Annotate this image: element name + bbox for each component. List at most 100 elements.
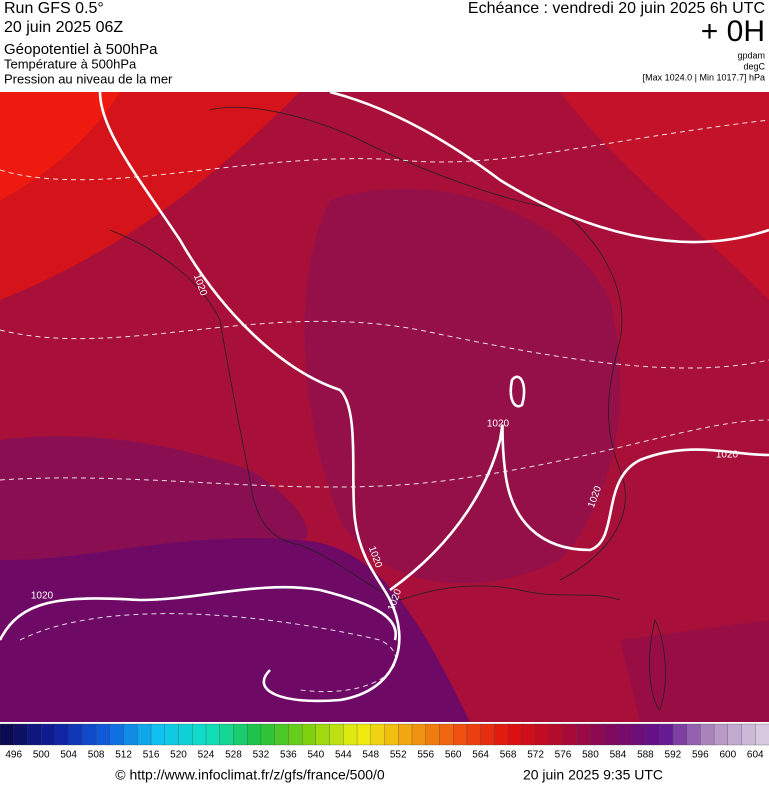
colorbar-label: 580 [582,750,599,761]
colorbar-label: 508 [88,750,105,761]
colorbar-swatch [453,723,468,746]
colorbar-swatch [13,723,29,746]
colorbar-label: 500 [33,750,50,761]
run-label: Run GFS 0.5° [4,0,104,17]
colorbar-swatch [466,723,482,746]
colorbar-label: 564 [472,750,489,761]
colorbar-label: 568 [500,750,517,761]
coastline [109,107,666,711]
colorbar-swatch [590,723,605,746]
colorbar-swatch [686,723,701,746]
colorbar-label: 576 [555,750,572,761]
colorbar-label: 516 [143,750,160,761]
colorbar-label: 536 [280,750,297,761]
colorbar-swatch [219,723,235,746]
contour-label: 1020 [487,419,510,430]
colorbar-swatch [631,723,647,746]
colorbar-swatch [95,723,111,746]
colorbar-swatch [192,723,207,746]
colorbar-swatch [549,723,564,746]
subtitle: Pression au niveau de la mer [4,71,173,86]
colorbar-swatch [247,723,262,746]
colorbar-swatch [645,723,660,746]
temperature-contours [0,119,769,692]
colorbar-swatch [137,723,152,746]
colorbar-label: 600 [719,750,736,761]
colorbar-swatch [178,723,193,746]
colorbar-label: 604 [747,750,764,761]
colorbar-swatch [315,723,331,746]
colorbar-swatch [658,723,674,746]
colorbar-label: 552 [390,750,407,761]
colorbar-swatch [576,723,592,746]
colorbar-swatch [425,723,441,746]
colorbar-swatch [288,723,303,746]
colorbar-label: 560 [445,750,462,761]
contour-label: 1020 [31,591,54,602]
colorbar-swatch [439,723,454,746]
colorbar-swatch [123,723,138,746]
footer-time: 20 juin 2025 9:35 UTC [523,767,663,783]
colorbar-label: 512 [115,750,132,761]
colorbar-label: 520 [170,750,187,761]
colorbar-swatch [68,723,84,746]
colorbar-swatch [521,723,537,746]
colorbar-label: 544 [335,750,352,761]
title: Géopotentiel à 500hPa [4,41,158,58]
colorbar-swatch [741,723,756,746]
run-date: 20 juin 2025 06Z [4,19,123,36]
colorbar-label: 584 [610,750,627,761]
colorbar-swatch [233,723,248,746]
colorbar-label: 596 [692,750,709,761]
source-url[interactable]: © http://www.infoclimat.fr/z/gfs/france/… [115,767,385,783]
colorbar-label: 548 [362,750,379,761]
colorbar-label: 572 [527,750,544,761]
colorbar-swatch [535,723,550,746]
colorbar-swatch [343,723,358,746]
colorbar-swatch [562,723,578,746]
colorbar-label: 524 [198,750,215,761]
colorbar-swatch [507,723,523,746]
echeance: Echéance : vendredi 20 juin 2025 6h UTC [468,0,765,17]
colorbar-swatch [398,723,413,746]
colorbar-label: 540 [307,750,324,761]
colorbar: 496 500 504 508 512 516 520 524 528 532 536 540 544 5… [0,723,769,761]
colorbar-label: 556 [417,750,434,761]
colorbar-swatch [150,723,166,746]
colorbar-swatch [411,723,427,746]
colorbar-swatch [370,723,386,746]
colorbar-swatch [329,723,344,746]
contour-label: 1020 [716,450,739,461]
colorbar-label: 532 [253,750,270,761]
subtitle: Température à 500hPa [4,56,137,71]
colorbar-swatch [617,723,633,746]
colorbar-swatch [384,723,399,746]
unit: degC [743,61,765,71]
colorbar-swatch [301,723,317,746]
colorbar-swatch [713,723,729,746]
colorbar-swatch [480,723,496,746]
colorbar-swatch [494,723,509,746]
lead-time: + 0H [701,15,765,48]
colorbar-swatch [27,723,42,746]
colorbar-swatch [672,723,688,746]
colorbar-label: 592 [665,750,682,761]
colorbar-swatch [700,723,715,746]
colorbar-swatch [274,723,290,746]
range: [Max 1024.0 | Min 1017.7] hPa [643,72,765,82]
unit: gpdam [737,50,765,60]
colorbar-swatch [205,723,221,746]
colorbar-swatch [356,723,372,746]
isobars [0,90,769,703]
colorbar-swatch [260,723,276,746]
colorbar-swatch [109,723,125,746]
colorbar-label: 496 [5,750,22,761]
colorbar-swatch [755,723,769,746]
colorbar-label: 588 [637,750,654,761]
colorbar-label: 528 [225,750,242,761]
colorbar-swatch [727,723,743,746]
